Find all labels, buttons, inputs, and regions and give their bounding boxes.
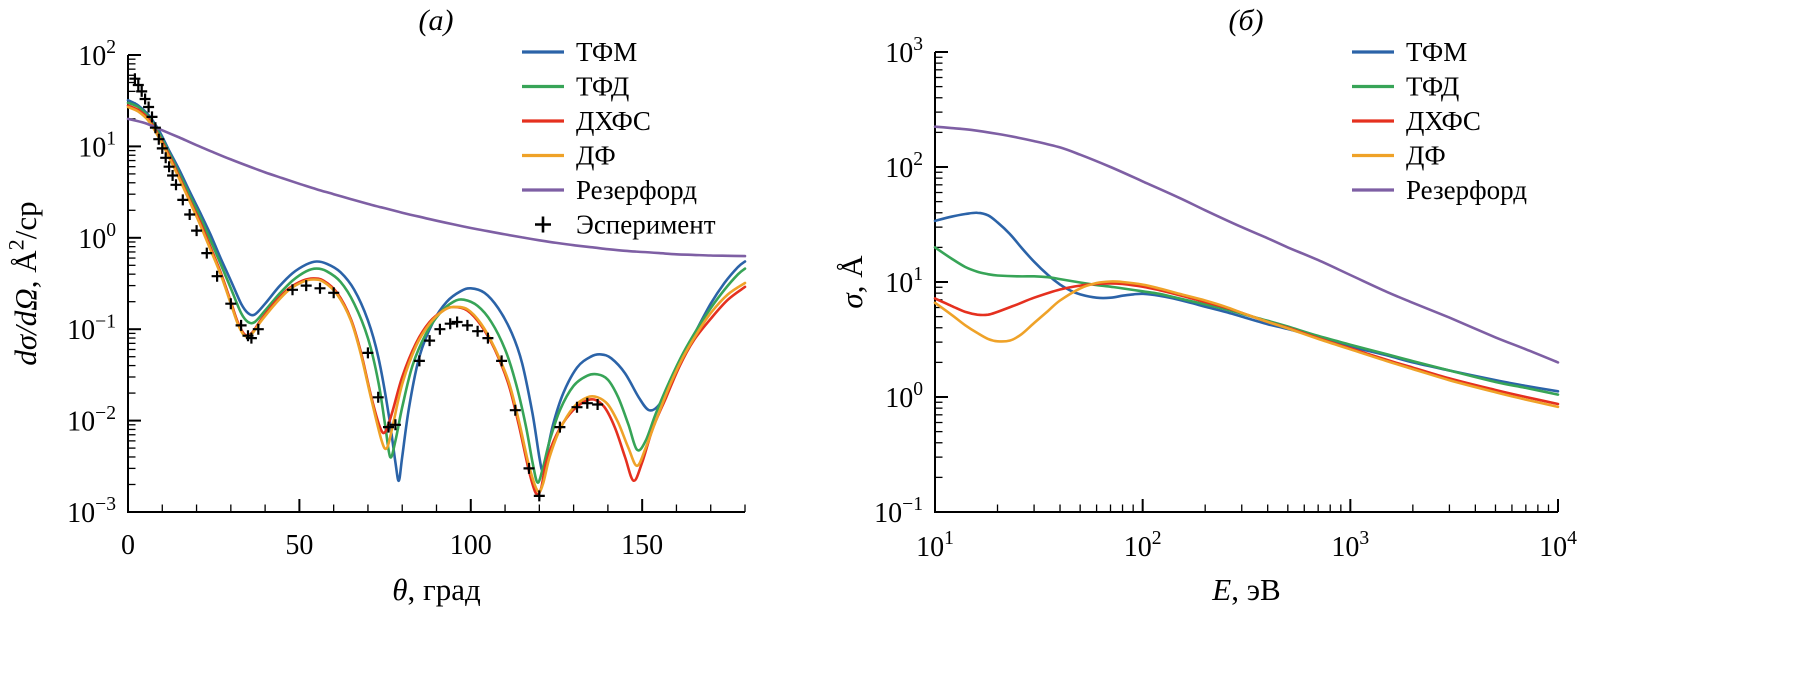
panel-title: (а) — [419, 4, 454, 37]
legend-item-tfm: ТФМ — [1352, 37, 1467, 67]
legend-item-dhfs: ДХФС — [522, 106, 651, 136]
curve-rutherford — [126, 117, 747, 258]
legend-plus-icon — [535, 216, 551, 233]
legend-label: ДФ — [576, 141, 616, 171]
legend-item-tfm: ТФМ — [522, 37, 637, 67]
y-tick-label: 101 — [78, 129, 116, 164]
y-tick-label: 100 — [885, 379, 923, 414]
y-tick-label: 10−3 — [67, 494, 116, 529]
legend-label: ДХФС — [576, 106, 651, 136]
x-tick-label: 100 — [450, 530, 492, 561]
curve-df — [933, 280, 1560, 409]
panel-a: 10−3 10−2 10−1 100 101 102 0 50 100 150 (а) θ, град… — [4, 4, 747, 607]
legend-item-dhfs: ДХФС — [1352, 106, 1481, 136]
legend-label: Эсперимент — [576, 210, 716, 240]
curve-tfd — [933, 246, 1560, 396]
legend-label: ТФМ — [576, 37, 637, 67]
curve-rutherford — [933, 125, 1560, 364]
legend-label: Резерфорд — [576, 175, 697, 205]
curve-dhfs — [933, 282, 1560, 406]
x-tick-label: 0 — [121, 530, 135, 561]
x-tick-label: 104 — [1539, 528, 1577, 563]
legend-item-rutherford: Резерфорд — [522, 175, 697, 205]
legend-item-tfd: ТФД — [522, 72, 629, 102]
markers-experiment — [129, 73, 604, 502]
legend-label: ДХФС — [1406, 106, 1481, 136]
legend-item-tfd: ТФД — [1352, 72, 1459, 102]
y-tick-label: 10−1 — [67, 311, 116, 346]
curve-dhfs — [126, 104, 747, 496]
x-tick-label: 150 — [621, 530, 663, 561]
legend-item-df: ДФ — [1352, 141, 1446, 171]
y-tick-label: 102 — [885, 149, 923, 184]
legend-item-rutherford: Резерфорд — [1352, 175, 1527, 205]
legend-label: ДФ — [1406, 141, 1446, 171]
x-axis-label: E, эВ — [1211, 572, 1280, 607]
legend-label: ТФД — [576, 72, 629, 102]
panel-b: 10−1 100 101 102 103 101 102 103 104 (б) E, эВ σ, Å… — [834, 4, 1577, 607]
x-tick-label: 101 — [916, 528, 954, 563]
legend-label: Резерфорд — [1406, 175, 1527, 205]
legend-label: ТФД — [1406, 72, 1459, 102]
legend-label: ТФМ — [1406, 37, 1467, 67]
x-tick-label: 50 — [285, 530, 313, 561]
curve-tfd — [126, 101, 747, 484]
y-tick-label: 101 — [885, 264, 923, 299]
curve-tfm — [933, 211, 1560, 393]
curve-df — [126, 105, 747, 494]
x-tick-label: 103 — [1331, 528, 1369, 563]
panel-title: (б) — [1228, 4, 1263, 37]
y-axis-label: σ, Å — [834, 255, 869, 309]
x-axis-label: θ, град — [392, 572, 481, 607]
y-axis-label: dσ/dΩ, Å2/ср — [4, 201, 43, 365]
axes-spines — [127, 55, 745, 513]
y-tick-label: 100 — [78, 220, 116, 255]
x-tick-label: 102 — [1124, 528, 1162, 563]
y-tick-label: 102 — [78, 37, 116, 72]
y-tick-label: 10−1 — [874, 494, 923, 529]
y-tick-label: 10−2 — [67, 403, 116, 438]
legend-item-df: ДФ — [522, 141, 616, 171]
y-tick-label: 103 — [885, 34, 923, 69]
legend-item-experiment: Эсперимент — [535, 210, 716, 240]
